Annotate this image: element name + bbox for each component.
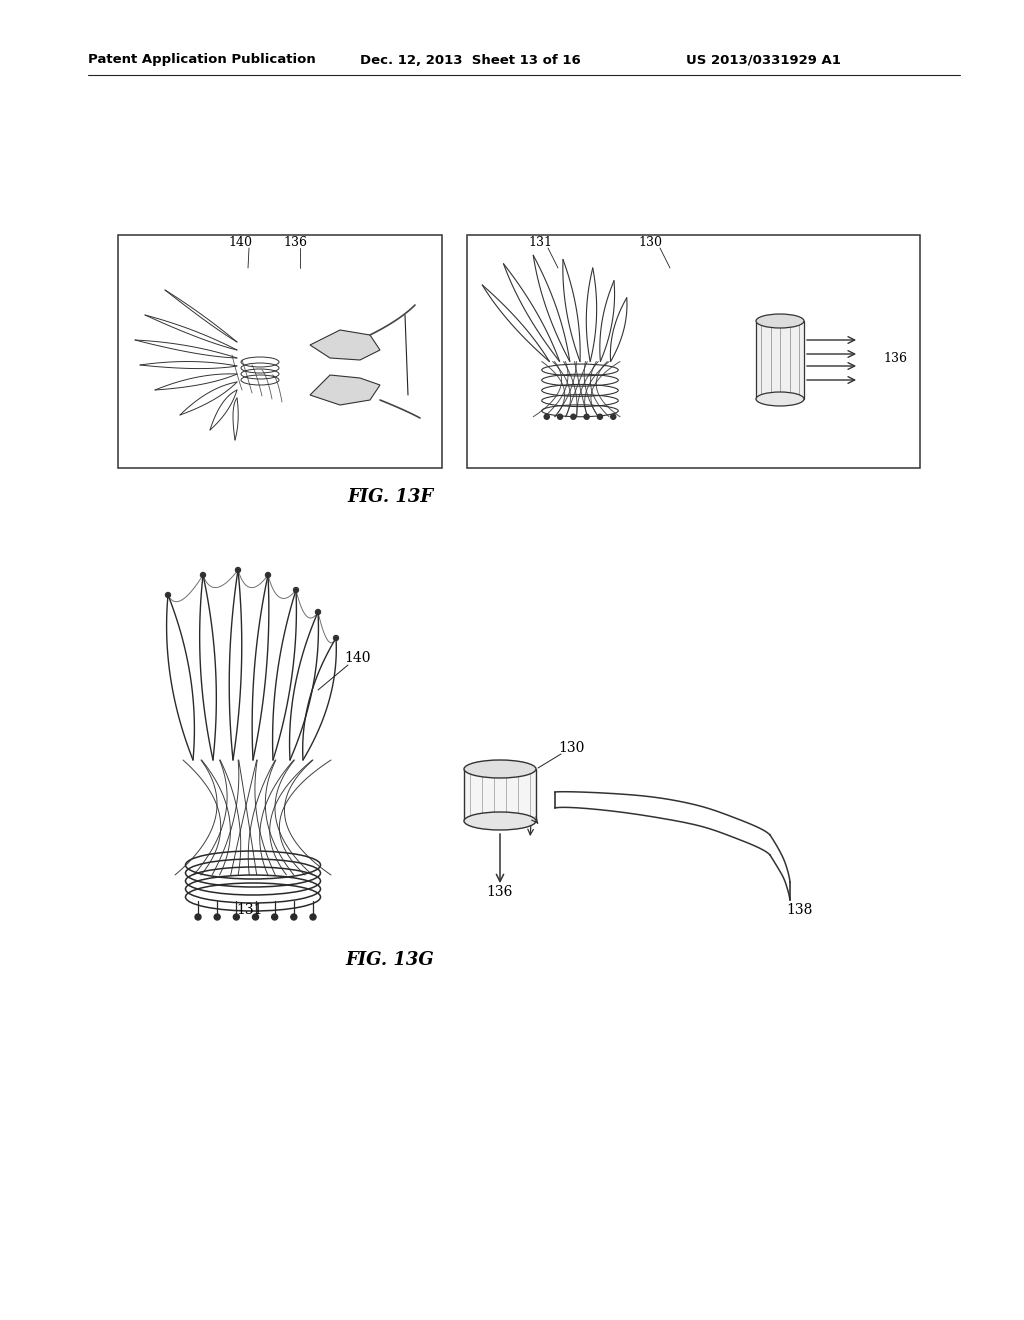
- Text: 131: 131: [528, 235, 552, 248]
- Circle shape: [195, 913, 201, 920]
- Ellipse shape: [464, 812, 536, 830]
- Circle shape: [253, 913, 258, 920]
- Text: US 2013/0331929 A1: US 2013/0331929 A1: [686, 54, 841, 66]
- Text: 130: 130: [559, 741, 585, 755]
- Circle shape: [291, 913, 297, 920]
- Circle shape: [310, 913, 316, 920]
- Ellipse shape: [464, 760, 536, 777]
- Bar: [118, 235, 442, 469]
- Text: 136: 136: [883, 351, 907, 364]
- Text: 138: 138: [786, 903, 813, 917]
- Circle shape: [236, 568, 241, 573]
- Text: 140: 140: [228, 235, 252, 248]
- Ellipse shape: [756, 314, 804, 327]
- Bar: [464, 770, 536, 821]
- Text: Patent Application Publication: Patent Application Publication: [88, 54, 315, 66]
- Circle shape: [294, 587, 299, 593]
- Text: 136: 136: [283, 235, 307, 248]
- Circle shape: [597, 414, 602, 420]
- Text: Dec. 12, 2013  Sheet 13 of 16: Dec. 12, 2013 Sheet 13 of 16: [360, 54, 581, 66]
- Text: 131: 131: [237, 903, 263, 917]
- Circle shape: [233, 913, 240, 920]
- Text: FIG. 13G: FIG. 13G: [346, 950, 434, 969]
- Circle shape: [214, 913, 220, 920]
- Text: FIG. 13F: FIG. 13F: [347, 488, 433, 506]
- Ellipse shape: [756, 392, 804, 407]
- Circle shape: [265, 573, 270, 578]
- Circle shape: [315, 610, 321, 615]
- Circle shape: [201, 573, 206, 578]
- Circle shape: [544, 414, 549, 420]
- Bar: [467, 235, 920, 469]
- Circle shape: [166, 593, 171, 598]
- Text: 140: 140: [345, 651, 372, 665]
- Polygon shape: [310, 375, 380, 405]
- Circle shape: [584, 414, 589, 420]
- Circle shape: [570, 414, 575, 420]
- Circle shape: [610, 414, 615, 420]
- Circle shape: [557, 414, 562, 420]
- Text: 136: 136: [486, 884, 513, 899]
- Circle shape: [334, 635, 339, 640]
- Text: 130: 130: [638, 235, 662, 248]
- Circle shape: [271, 913, 278, 920]
- Bar: [756, 321, 804, 399]
- Polygon shape: [310, 330, 380, 360]
